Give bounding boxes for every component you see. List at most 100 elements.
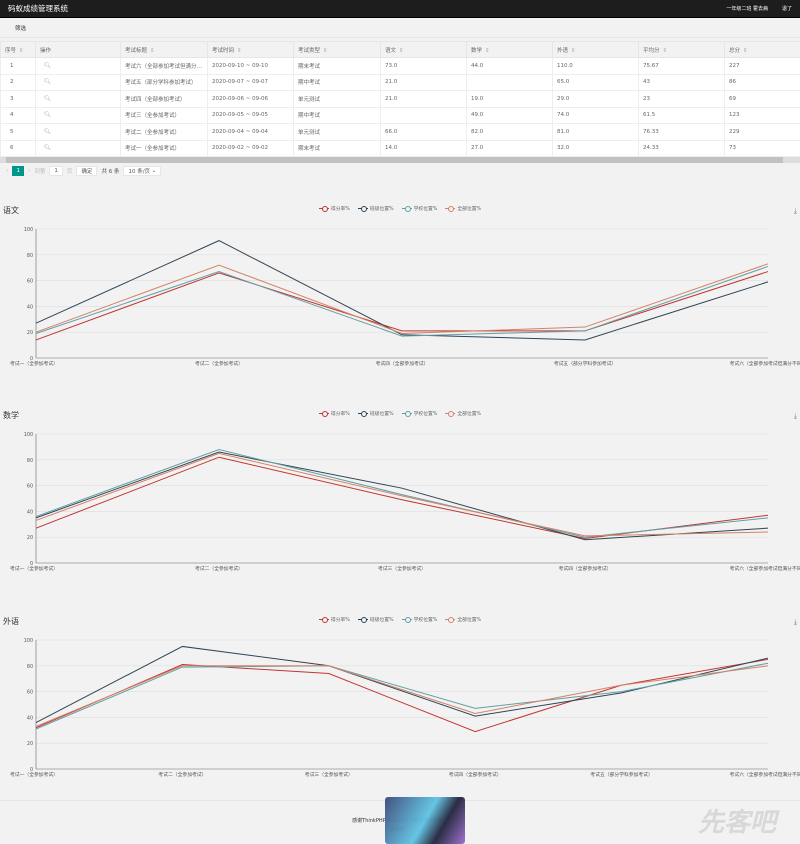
table-cell <box>380 106 467 124</box>
column-header[interactable]: 考试标题 ⇕ <box>120 41 208 58</box>
x-tick-label: 考试四（全部参加考试） <box>449 771 502 778</box>
search-icon[interactable]: 🔍︎ <box>44 62 51 69</box>
column-label: 操作 <box>40 47 52 54</box>
legend-label: 得分率% <box>330 618 350 623</box>
y-tick-label: 40 <box>27 304 33 310</box>
legend-label: 全部位置% <box>457 412 482 417</box>
banner-image[interactable] <box>385 797 465 844</box>
table-cell: 27.0 <box>466 139 553 157</box>
series-line-2 <box>35 448 769 538</box>
table-cell: 期中考试 <box>293 106 381 124</box>
column-header[interactable]: 语文 ⇕ <box>380 41 467 58</box>
x-tick-label: 考试一（全参加考试） <box>10 565 58 572</box>
sort-icon[interactable]: ⇕ <box>485 47 490 54</box>
page-size-select[interactable]: 10 条/页 ⌄ <box>123 165 162 176</box>
legend-item[interactable]: 学校位置% <box>401 205 437 212</box>
view-button[interactable]: 🔍︎ <box>35 139 121 157</box>
horizontal-scrollbar[interactable] <box>0 157 800 163</box>
line-chart: 0 20 40 60 80 100 考试一（全参加考试） 考试二（全参加考试） 考试三（全参加考… <box>10 432 800 572</box>
legend-label: 班级位置% <box>369 618 394 623</box>
view-button[interactable]: 🔍︎ <box>35 90 121 108</box>
series-line-2 <box>35 265 769 337</box>
legend-item[interactable]: 学校位置% <box>401 410 438 417</box>
column-header[interactable]: 序号 ⇕ <box>0 41 36 58</box>
chart-legend: 得分率% 班级位置% 学校位置% 全部位置% <box>0 205 800 212</box>
search-icon[interactable]: 🔍︎ <box>44 95 51 102</box>
column-header[interactable]: 平均分 ⇕ <box>638 41 725 58</box>
table-cell: 5 <box>0 123 36 141</box>
next-page-icon[interactable]: › <box>28 167 31 174</box>
filter-button[interactable]: 筛选 <box>15 25 27 32</box>
legend-item[interactable]: 学校位置% <box>401 616 437 623</box>
legend-marker-icon <box>357 206 368 212</box>
sort-icon[interactable]: ⇕ <box>150 47 155 54</box>
column-header[interactable]: 数学 ⇕ <box>466 41 553 58</box>
search-icon[interactable]: 🔍︎ <box>44 112 51 119</box>
table-cell: 227 <box>724 57 800 75</box>
download-icon[interactable]: ⤓ <box>793 412 797 420</box>
search-icon[interactable]: 🔍︎ <box>44 128 51 135</box>
table-cell: 24.33 <box>638 139 725 157</box>
x-tick-label: 考试六（全部参加考试但满分不同） <box>730 771 800 778</box>
view-button[interactable]: 🔍︎ <box>35 73 121 91</box>
sort-icon[interactable]: ⇕ <box>571 47 576 54</box>
series-line-1 <box>35 240 769 341</box>
column-label: 平均分 <box>643 47 660 54</box>
column-header[interactable]: 考试时间 ⇕ <box>207 41 294 58</box>
y-tick-label: 40 <box>27 715 33 721</box>
user-menu[interactable]: 一年级二班 霍去病 <box>726 6 768 12</box>
legend-item[interactable]: 全部位置% <box>445 616 481 623</box>
column-header[interactable]: 总分 ⇕ <box>724 41 800 58</box>
column-label: 语文 <box>385 47 397 54</box>
x-tick-label: 考试三（全参加考试） <box>378 565 426 572</box>
legend-item[interactable]: 班级位置% <box>357 410 394 417</box>
chart-0: 语文 ⤓ 得分率% 班级位置% 学校位置% 全部位置% 0 20 40 60 80 100 考试一（全参… <box>0 205 800 395</box>
sort-icon[interactable]: ⇕ <box>323 47 328 54</box>
confirm-button[interactable]: 确定 <box>76 165 98 176</box>
page-1-button[interactable]: 1 <box>12 165 25 176</box>
sort-icon[interactable]: ⇕ <box>399 47 404 54</box>
sort-icon[interactable]: ⇕ <box>662 47 668 54</box>
scrollbar-thumb[interactable] <box>6 157 783 163</box>
y-tick-label: 60 <box>27 279 33 285</box>
table-cell: 19.0 <box>466 90 553 108</box>
x-tick-label: 考试三（全参加考试） <box>305 771 353 778</box>
logout-link[interactable]: 退了 <box>781 6 792 12</box>
view-button[interactable]: 🔍︎ <box>35 123 121 141</box>
x-tick-label: 考试二（全参加考试） <box>195 360 243 367</box>
table-cell: 69 <box>724 90 800 108</box>
column-header[interactable]: 考试类型 ⇕ <box>293 41 381 58</box>
page-input[interactable]: 1 <box>49 165 63 176</box>
legend-item[interactable]: 班级位置% <box>357 616 394 623</box>
table-cell: 2020-09-06 ~ 09-06 <box>207 90 294 108</box>
legend-item[interactable]: 得分率% <box>318 410 350 417</box>
legend-item[interactable]: 全部位置% <box>445 410 481 417</box>
table-cell: 43 <box>638 73 725 91</box>
page-unit: 页 <box>66 168 73 175</box>
view-button[interactable]: 🔍︎ <box>35 106 121 124</box>
table-cell: 81.0 <box>552 123 639 141</box>
chart-legend: 得分率% 班级位置% 学校位置% 全部位置% <box>0 616 800 623</box>
legend-item[interactable]: 得分率% <box>318 205 350 212</box>
legend-item[interactable]: 班级位置% <box>357 205 394 212</box>
download-icon[interactable]: ⤓ <box>793 618 797 626</box>
legend-item[interactable]: 得分率% <box>318 616 350 623</box>
legend-label: 学校位置% <box>413 412 438 417</box>
table-cell: 73 <box>724 139 800 157</box>
sort-icon[interactable]: ⇕ <box>237 47 242 54</box>
sort-icon[interactable]: ⇕ <box>19 47 24 54</box>
table-cell: 2020-09-07 ~ 09-07 <box>207 73 294 91</box>
table-cell: 单元测试 <box>293 123 381 141</box>
view-button[interactable]: 🔍︎ <box>35 57 121 75</box>
legend-item[interactable]: 全部位置% <box>445 205 481 212</box>
prev-page-icon[interactable]: ‹ <box>6 167 9 174</box>
search-icon[interactable]: 🔍︎ <box>44 145 51 152</box>
table-cell: 61.5 <box>638 106 725 124</box>
column-header[interactable]: 外语 ⇕ <box>552 41 639 58</box>
table-cell: 4 <box>0 106 36 124</box>
search-icon[interactable]: 🔍︎ <box>44 79 51 86</box>
download-icon[interactable]: ⤓ <box>793 207 797 215</box>
sort-icon[interactable]: ⇕ <box>743 47 748 54</box>
series-line-3 <box>35 665 769 727</box>
y-tick-label: 80 <box>27 458 33 464</box>
